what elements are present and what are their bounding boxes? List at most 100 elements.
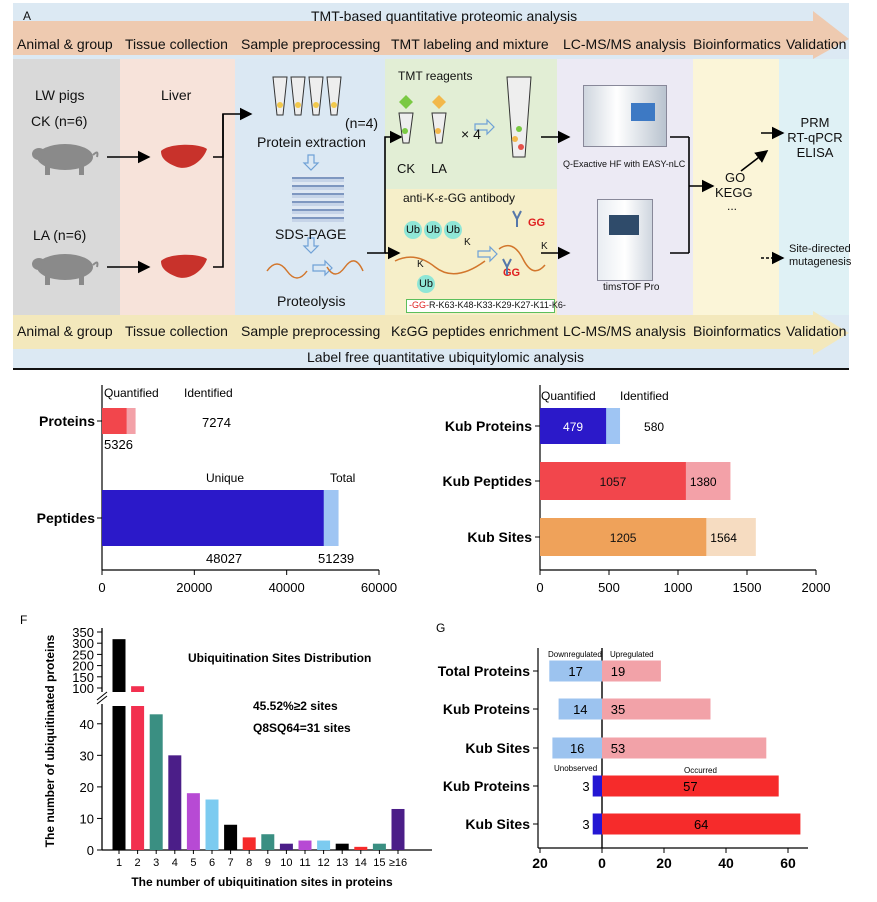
bottom-step: LC-MS/MS analysis	[563, 323, 686, 339]
top-step: LC-MS/MS analysis	[563, 36, 686, 52]
pig-ck-icon	[32, 144, 99, 175]
bar	[205, 799, 219, 850]
bottom-title: Label free quantitative ubiquitylomic an…	[307, 349, 585, 365]
value-identified: 1564	[710, 531, 737, 545]
bottom-steps: Animal & group Tissue collection Sample pr…	[13, 323, 849, 343]
col-enrich	[385, 189, 557, 315]
kub-chart: 0 500 1000 1500 2000 Quantified Identified 479 5…	[443, 385, 830, 595]
timstof-image	[597, 199, 653, 281]
sites-distribution-chart: F Ubiquitination Sites Distribution 45.52%…	[20, 613, 432, 889]
legend-unobserved: Unobserved	[554, 764, 597, 773]
bar-quantified	[540, 408, 607, 444]
category-peptides: Peptides	[37, 510, 96, 526]
bar-positive	[602, 737, 767, 759]
ub-bubble-3: Ub	[444, 221, 462, 239]
x-tick-label: 0	[598, 855, 606, 871]
sds-page-label: SDS-PAGE	[275, 226, 347, 242]
tmt-tubes-icon	[398, 95, 447, 144]
y-tick-label: 200	[72, 659, 94, 674]
tmt-reagents-label: TMT reagents	[398, 69, 473, 83]
bar-negative	[549, 660, 602, 682]
x-axis-label: The number of ubiquitination sites in pr…	[131, 875, 393, 889]
x-tick-label: 40	[718, 855, 734, 871]
bar-negative	[592, 775, 602, 797]
pig-la-icon	[32, 254, 99, 285]
panel-g-letter: G	[436, 621, 445, 635]
bar-quantified	[540, 518, 707, 556]
x-tick-label: 60000	[361, 580, 397, 595]
bar-positive	[602, 698, 711, 720]
liver-la-icon	[161, 254, 207, 278]
value-positive: 53	[611, 741, 625, 756]
axis-break-mark	[96, 695, 108, 705]
panel-a-letter: A	[23, 9, 32, 23]
x-tick-label: 3	[153, 857, 159, 869]
annotation-1: 45.52%≥2 sites	[253, 699, 338, 713]
series-label-unique: Unique	[206, 471, 244, 485]
category-label: Kub Proteins	[443, 701, 530, 717]
y-axis-label: The number of ubiquitinated proteins	[43, 634, 57, 847]
category-label: Kub Proteins	[445, 418, 532, 434]
enrichment-icon	[394, 210, 546, 275]
x-tick-label: 12	[317, 857, 329, 869]
validation-item: PRM	[800, 115, 830, 130]
legend-occurred: Occurred	[684, 766, 717, 775]
la-group-label: LA (n=6)	[33, 227, 87, 243]
series-label-identified: Identified	[184, 386, 233, 400]
x-tick-label: 8	[246, 857, 252, 869]
top-steps: Animal & group Tissue collection Sample pr…	[13, 36, 849, 56]
x-tick-label: 0	[98, 580, 105, 595]
bar-upper	[112, 639, 126, 692]
value-positive: 64	[694, 817, 708, 832]
k-label-3: K	[541, 241, 548, 252]
x-tick-label: 6	[209, 857, 215, 869]
y-tick-label: 20	[80, 780, 94, 795]
protein-extraction-label: Protein extraction	[257, 134, 366, 150]
bar	[224, 824, 238, 850]
bar-lower	[131, 706, 145, 850]
value-quantified: 1205	[610, 531, 637, 545]
y-tick-label: 0	[87, 843, 94, 858]
x-tick-label: 9	[265, 857, 271, 869]
bottom-step: Tissue collection	[125, 323, 228, 339]
x-tick-label: 10	[280, 857, 292, 869]
value-negative: 3	[582, 779, 589, 794]
category-label: Kub Proteins	[443, 778, 530, 794]
value-negative: 16	[570, 741, 584, 756]
value-positive: 19	[611, 664, 625, 679]
workflow-panel: A TMT-based quantitative proteomic analy…	[13, 3, 851, 370]
site-directed-label-1: Site-directed	[789, 243, 851, 255]
la-tube-label: LA	[431, 161, 447, 176]
panel-f-letter: F	[20, 613, 27, 627]
q-exactive-screen	[631, 103, 655, 121]
top-step: Sample preprocessing	[241, 36, 381, 52]
top-step: Bioinformatics	[693, 36, 781, 52]
bar-negative	[558, 698, 602, 720]
bar	[186, 793, 200, 850]
regulation-chart: G 20 0 20 40 60 17 19 Total Proteins 14 35 Kub Prot…	[436, 621, 808, 871]
x-tick-label: 20	[656, 855, 672, 871]
category-label: Total Proteins	[438, 663, 531, 679]
x-tick-label: 0	[536, 580, 543, 595]
times4-label: × 4	[461, 126, 481, 142]
bottom-step: Animal & group	[17, 323, 113, 339]
bar-negative	[592, 813, 602, 835]
top-step: Validation	[786, 36, 847, 52]
panel-a-bottom-rule	[13, 368, 849, 370]
validation-item: ELISA	[796, 145, 834, 160]
legend-upregulated: Upregulated	[610, 650, 654, 659]
bar-positive	[602, 813, 801, 835]
value-identified-proteins: 7274	[202, 415, 231, 430]
y-tick-label: 250	[72, 647, 94, 662]
x-tick-label: 15	[373, 857, 385, 869]
bar	[261, 834, 275, 850]
x-tick-label: ≥16	[389, 857, 407, 869]
category-label: Kub Sites	[465, 740, 530, 756]
value-positive: 57	[683, 779, 697, 794]
col-valid	[779, 59, 849, 315]
y-tick-label: 100	[72, 681, 94, 696]
q-exactive-label: Q-Exactive HF with EASY-nLC	[563, 159, 686, 169]
x-tick-label: 20	[532, 855, 548, 871]
sequence-rest: R-K63-K48-K33-K29-K27-K11-K6-	[429, 300, 566, 310]
x-tick-label: 13	[336, 857, 348, 869]
